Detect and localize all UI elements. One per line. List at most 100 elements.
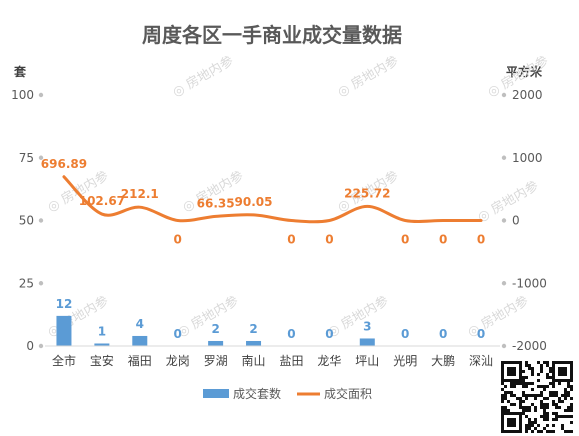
- qr-module: [552, 418, 555, 421]
- qr-module: [546, 412, 549, 415]
- left-tick-mark: [38, 155, 44, 160]
- qr-module: [522, 412, 525, 415]
- qr-module: [504, 394, 507, 397]
- line-data-label: 0: [477, 233, 485, 247]
- qr-module: [507, 418, 510, 421]
- qr-module: [546, 364, 549, 367]
- qr-module: [501, 370, 504, 373]
- category-label: 大鹏: [431, 354, 455, 368]
- category-label: 坪山: [355, 354, 379, 368]
- qr-module: [543, 403, 546, 406]
- qr-module: [555, 361, 558, 364]
- qr-module: [510, 403, 513, 406]
- qr-module: [519, 424, 522, 427]
- qr-module: [516, 397, 519, 400]
- qr-module: [510, 394, 513, 397]
- qr-module: [501, 406, 504, 409]
- qr-module: [567, 409, 570, 412]
- line-data-label: 0: [439, 233, 447, 247]
- qr-module: [561, 415, 564, 418]
- line-data-label: 90.05: [235, 195, 273, 209]
- qr-module: [534, 421, 537, 424]
- qr-module: [528, 424, 531, 427]
- right-tick-label: -1000: [512, 276, 547, 290]
- chart-title: 周度各区一手商业成交量数据: [142, 23, 402, 47]
- qr-module: [546, 361, 549, 364]
- qr-module: [543, 415, 546, 418]
- category-label: 罗湖: [204, 353, 228, 368]
- qr-module: [516, 382, 519, 385]
- qr-module: [525, 427, 528, 430]
- qr-module: [534, 406, 537, 409]
- qr-module: [531, 367, 534, 370]
- qr-module: [534, 394, 537, 397]
- qr-module: [525, 382, 528, 385]
- qr-module: [570, 397, 573, 400]
- qr-module: [546, 385, 549, 388]
- category-label: 光明: [393, 354, 417, 368]
- line-data-label: 102.67: [79, 194, 125, 208]
- left-tick-mark: [38, 218, 44, 223]
- qr-module: [513, 412, 516, 415]
- qr-module: [564, 373, 567, 376]
- qr-module: [540, 367, 543, 370]
- qr-module: [567, 382, 570, 385]
- qr-module: [570, 415, 573, 418]
- qr-module: [567, 385, 570, 388]
- qr-module: [528, 367, 531, 370]
- bar-data-label: 0: [477, 327, 485, 341]
- qr-module: [510, 430, 513, 433]
- bar-data-label: 4: [136, 317, 144, 331]
- qr-module: [513, 379, 516, 382]
- qr-module: [507, 367, 510, 370]
- right-tick-label: -2000: [512, 339, 547, 353]
- qr-module: [501, 427, 504, 430]
- qr-module: [522, 385, 525, 388]
- qr-module: [540, 364, 543, 367]
- qr-module: [510, 421, 513, 424]
- qr-module: [504, 385, 507, 388]
- right-axis-unit: 平方米: [506, 64, 543, 79]
- qr-module: [510, 385, 513, 388]
- qr-module: [543, 385, 546, 388]
- x-axis: 全市 宝安 福田 龙岗 罗湖 南山 盐田 龙华 坪山 光明 大鹏 深汕: [45, 345, 500, 368]
- bar-data-label: 0: [287, 327, 295, 341]
- legend: 成交套数 成交面积: [203, 386, 372, 401]
- qr-module: [555, 391, 558, 394]
- bar: [56, 315, 72, 346]
- qr-module: [558, 382, 561, 385]
- qr-module: [501, 409, 504, 412]
- qr-module: [570, 409, 573, 412]
- qr-module: [564, 379, 567, 382]
- qr-module: [504, 397, 507, 400]
- qr-module: [567, 415, 570, 418]
- left-tick-label: 50: [19, 214, 34, 228]
- line-data-label: 0: [174, 233, 182, 247]
- qr-module: [549, 370, 552, 373]
- qr-module: [534, 397, 537, 400]
- line-data-label: 225.72: [344, 186, 390, 200]
- qr-module: [522, 406, 525, 409]
- qr-module: [564, 370, 567, 373]
- qr-module: [546, 403, 549, 406]
- qr-module: [570, 376, 573, 379]
- left-tick-label: 25: [19, 276, 34, 290]
- qr-module: [552, 370, 555, 373]
- left-tick-label: 100: [11, 88, 34, 102]
- qr-module: [519, 370, 522, 373]
- qr-module: [570, 403, 573, 406]
- line-data-label: 0: [401, 233, 409, 247]
- qr-module: [561, 373, 564, 376]
- qr-module: [549, 391, 552, 394]
- qr-module: [510, 379, 513, 382]
- qr-module: [564, 409, 567, 412]
- qr-module: [561, 367, 564, 370]
- qr-module: [537, 394, 540, 397]
- qr-module: [507, 361, 510, 364]
- qr-module: [549, 430, 552, 433]
- qr-module: [504, 391, 507, 394]
- qr-module: [537, 379, 540, 382]
- qr-module: [510, 382, 513, 385]
- qr-module: [501, 376, 504, 379]
